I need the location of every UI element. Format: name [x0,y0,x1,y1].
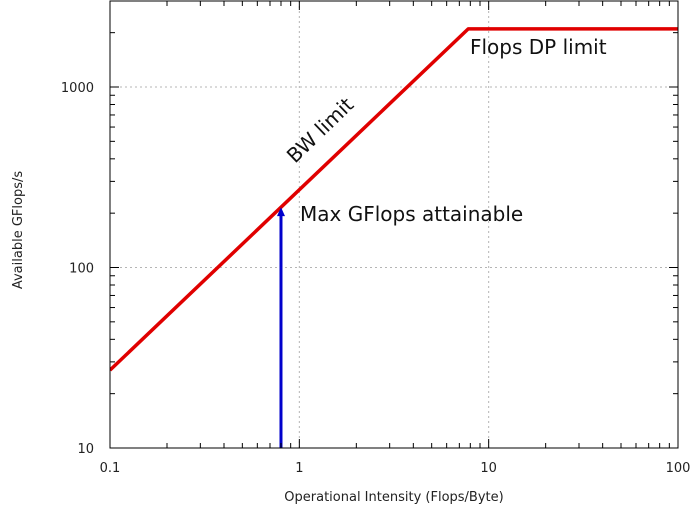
x-tick-label: 0.1 [100,461,121,476]
arrow-layer [276,207,285,448]
roofline-series [110,27,678,372]
series-layer [110,27,678,372]
plot-frame [109,0,679,449]
x-tick-label: 1 [295,461,303,476]
y-tick-label: 10 [77,442,94,457]
flops-limit-label: Flops DP limit [470,35,607,59]
x-axis-title: Operational Intensity (Flops/Byte) [284,490,503,505]
x-tick-label: 100 [666,461,691,476]
y-tick-label: 100 [69,262,94,277]
plot-background [110,1,678,448]
max-attainable-label: Max GFlops attainable [300,202,523,226]
y-axis-ticks: 10 100 1000 [61,32,678,457]
y-tick-label: 1000 [61,81,94,96]
x-tick-label: 10 [480,461,497,476]
y-axis-title: Available GFlops/s [11,171,26,289]
arrow-head [276,207,285,217]
x-axis-ticks: 0.1 1 10 100 [100,1,691,476]
